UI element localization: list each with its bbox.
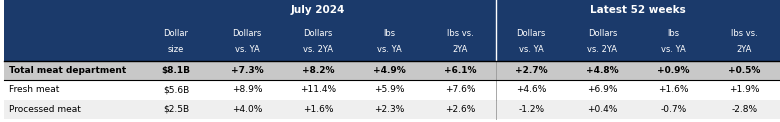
- Text: lbs: lbs: [383, 29, 395, 38]
- Text: Dollars: Dollars: [516, 29, 546, 38]
- Text: vs. YA: vs. YA: [377, 45, 402, 54]
- Text: +0.5%: +0.5%: [729, 66, 760, 75]
- Text: +8.2%: +8.2%: [302, 66, 335, 75]
- Text: 2YA: 2YA: [452, 45, 468, 54]
- Text: +6.9%: +6.9%: [587, 85, 618, 94]
- Text: size: size: [168, 45, 184, 54]
- Text: +2.6%: +2.6%: [445, 105, 475, 114]
- Text: +0.4%: +0.4%: [587, 105, 618, 114]
- Text: $5.6B: $5.6B: [163, 85, 189, 94]
- Text: Dollar: Dollar: [164, 29, 189, 38]
- Text: lbs: lbs: [668, 29, 679, 38]
- Text: Dollars: Dollars: [232, 29, 261, 38]
- Text: +1.6%: +1.6%: [303, 105, 333, 114]
- Text: vs. 2YA: vs. 2YA: [303, 45, 333, 54]
- Text: vs. YA: vs. YA: [661, 45, 686, 54]
- Text: -1.2%: -1.2%: [518, 105, 544, 114]
- Text: vs. 2YA: vs. 2YA: [587, 45, 617, 54]
- Text: +11.4%: +11.4%: [300, 85, 336, 94]
- Text: Fresh meat: Fresh meat: [9, 85, 60, 94]
- Text: +4.9%: +4.9%: [373, 66, 406, 75]
- Text: 2YA: 2YA: [737, 45, 752, 54]
- Text: vs. YA: vs. YA: [235, 45, 260, 54]
- Text: July 2024: July 2024: [291, 5, 346, 15]
- Text: +4.6%: +4.6%: [516, 85, 547, 94]
- Text: Processed meat: Processed meat: [9, 105, 81, 114]
- Text: Dollars: Dollars: [303, 29, 333, 38]
- Text: +7.3%: +7.3%: [231, 66, 264, 75]
- Text: Latest 52 weeks: Latest 52 weeks: [590, 5, 686, 15]
- Text: +8.9%: +8.9%: [232, 85, 262, 94]
- Text: lbs vs.: lbs vs.: [731, 29, 758, 38]
- Text: +2.7%: +2.7%: [515, 66, 548, 75]
- Text: $8.1B: $8.1B: [161, 66, 190, 75]
- Text: +6.1%: +6.1%: [444, 66, 477, 75]
- Text: +1.9%: +1.9%: [729, 85, 760, 94]
- Text: +1.6%: +1.6%: [658, 85, 689, 94]
- Text: -0.7%: -0.7%: [661, 105, 686, 114]
- Text: +2.3%: +2.3%: [374, 105, 404, 114]
- Text: lbs vs.: lbs vs.: [447, 29, 473, 38]
- Text: +7.6%: +7.6%: [445, 85, 476, 94]
- Text: vs. YA: vs. YA: [519, 45, 544, 54]
- Text: +4.0%: +4.0%: [232, 105, 262, 114]
- Text: $2.5B: $2.5B: [163, 105, 189, 114]
- Text: -2.8%: -2.8%: [732, 105, 757, 114]
- Text: Total meat department: Total meat department: [9, 66, 126, 75]
- Text: Dollars: Dollars: [587, 29, 617, 38]
- Text: +4.8%: +4.8%: [586, 66, 619, 75]
- Text: +5.9%: +5.9%: [374, 85, 404, 94]
- Text: +0.9%: +0.9%: [657, 66, 690, 75]
